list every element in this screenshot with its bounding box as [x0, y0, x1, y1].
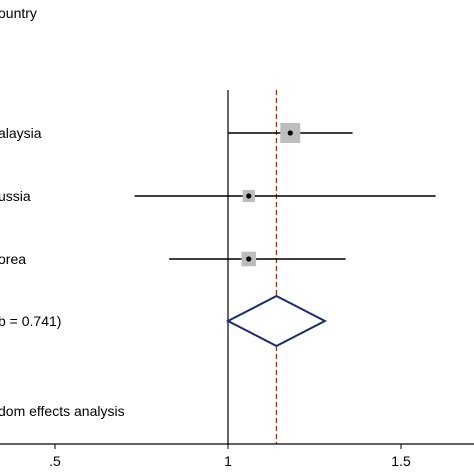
study-label: alaysia: [0, 125, 42, 141]
study-point-estimate: [246, 256, 252, 262]
overall-label: b = 0.741): [0, 313, 61, 329]
x-tick-label: 1.5: [391, 453, 411, 469]
study-point-estimate: [287, 130, 293, 136]
overall-diamond: [225, 294, 328, 348]
column-header: ountry: [0, 5, 37, 21]
plot-marks: .5 1 1.5 alaysia ussia orea b = 0.741): [0, 90, 474, 469]
x-tick-label: 1: [224, 453, 232, 469]
study-label: orea: [0, 251, 26, 267]
footer-note: dom effects analysis: [0, 403, 125, 419]
x-tick-label: .5: [49, 453, 61, 469]
study-point-estimate: [246, 193, 252, 199]
study-label: ussia: [0, 188, 31, 204]
